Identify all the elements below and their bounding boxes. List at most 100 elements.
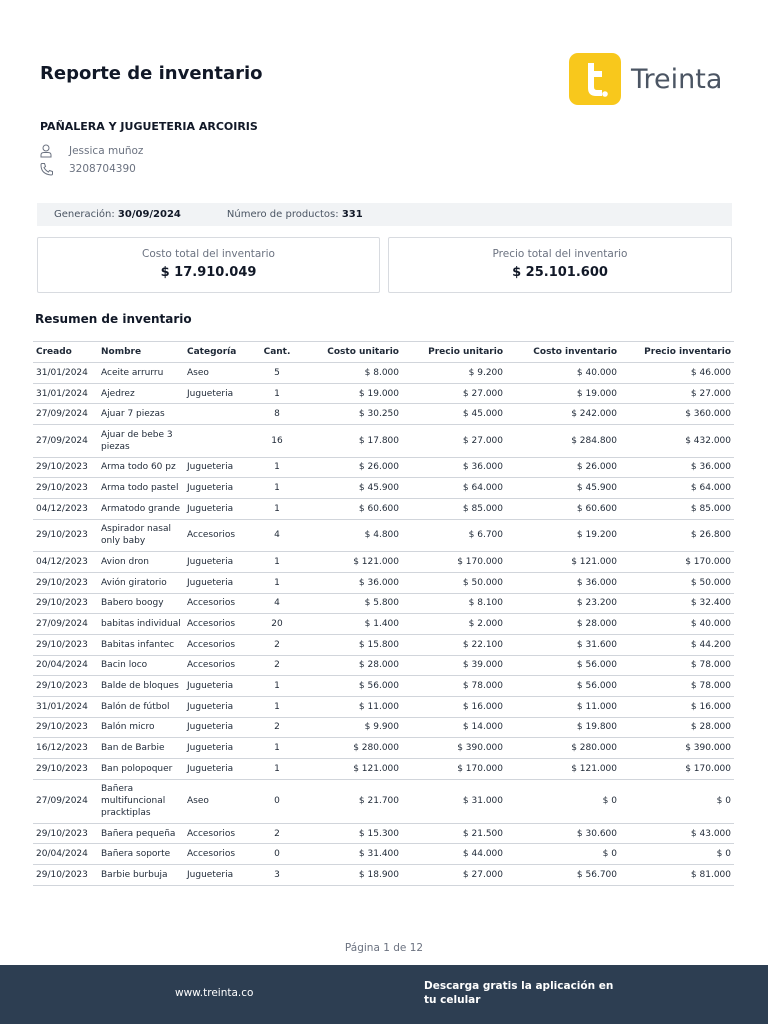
cell-inventory-cost: $ 19.200	[506, 519, 620, 553]
table-row: 04/12/2023 Armatodo grande Jugueteria 1 $ 60…	[33, 498, 734, 520]
cell-quantity: 8	[256, 403, 298, 426]
price-total-value: $ 25.101.600	[512, 265, 608, 280]
cell-quantity: 5	[256, 362, 298, 384]
cell-unit-price: $ 27.000	[402, 383, 506, 405]
cell-unit-price: $ 9.200	[402, 362, 506, 384]
cell-category: Jugueteria	[184, 383, 256, 405]
owner-name: Jessica muñoz	[69, 145, 144, 157]
header-quantity: Cant.	[256, 341, 298, 363]
table-row: 29/10/2023 Avión giratorio Jugueteria 1 $ 36…	[33, 572, 734, 594]
report-title: Reporte de inventario	[40, 63, 263, 84]
cell-inventory-cost: $ 11.000	[506, 696, 620, 718]
cell-inventory-price: $ 170.000	[620, 551, 734, 573]
cell-name: Barbie burbuja	[98, 864, 184, 886]
cell-created: 31/01/2024	[33, 362, 98, 384]
cell-unit-price: $ 2.000	[402, 613, 506, 635]
cell-quantity: 2	[256, 634, 298, 656]
cell-created: 29/10/2023	[33, 634, 98, 656]
cell-category: Accesorios	[184, 655, 256, 677]
cell-category: Jugueteria	[184, 675, 256, 697]
cell-unit-cost: $ 45.900	[298, 477, 402, 499]
cell-quantity: 20	[256, 613, 298, 635]
header-inventory-cost: Costo inventario	[506, 341, 620, 363]
cell-name: Bacin loco	[98, 655, 184, 677]
cell-inventory-cost: $ 31.600	[506, 634, 620, 656]
cell-name: Balde de bloques	[98, 675, 184, 697]
cell-unit-price: $ 36.000	[402, 457, 506, 479]
cell-name: Arma todo pastel	[98, 477, 184, 499]
table-row: 29/10/2023 Babero boogy Accesorios 4 $ 5.800…	[33, 593, 734, 615]
cell-name: Bañera pequeña	[98, 823, 184, 845]
cell-created: 20/04/2024	[33, 843, 98, 866]
header-name: Nombre	[98, 341, 184, 363]
cell-unit-price: $ 14.000	[402, 717, 506, 739]
cell-inventory-cost: $ 60.600	[506, 498, 620, 520]
cell-unit-price: $ 44.000	[402, 843, 506, 866]
table-row: 27/09/2024 Ajuar 7 piezas 8 $ 30.250 $ 45.00…	[33, 403, 734, 426]
logo-text: Treinta	[631, 63, 723, 95]
cell-name: Babitas infantec	[98, 634, 184, 656]
cell-name: Balón micro	[98, 717, 184, 739]
table-row: 31/01/2024 Aceite arrurru Aseo 5 $ 8.000 $ 9.…	[33, 362, 734, 384]
cell-inventory-price: $ 81.000	[620, 864, 734, 886]
price-total-card: Precio total del inventario $ 25.101.600	[388, 237, 732, 293]
table-row: 29/10/2023 Arma todo pastel Jugueteria 1 $ 4…	[33, 477, 734, 499]
cell-category: Jugueteria	[184, 758, 256, 780]
cell-inventory-cost: $ 284.800	[506, 424, 620, 458]
cell-name: Aceite arrurru	[98, 362, 184, 384]
cell-quantity: 1	[256, 383, 298, 405]
cell-quantity: 2	[256, 717, 298, 739]
cell-unit-cost: $ 15.800	[298, 634, 402, 656]
cell-quantity: 1	[256, 572, 298, 594]
table-row: 29/10/2023 Babitas infantec Accesorios 2 $ 1…	[33, 634, 734, 656]
cell-created: 27/09/2024	[33, 424, 98, 458]
cell-name: Avión giratorio	[98, 572, 184, 594]
website-link[interactable]: www.treinta.co	[175, 987, 254, 999]
cell-name: babitas individual	[98, 613, 184, 635]
cell-quantity: 4	[256, 593, 298, 615]
cell-quantity: 3	[256, 864, 298, 886]
cell-category: Jugueteria	[184, 498, 256, 520]
cell-created: 29/10/2023	[33, 593, 98, 615]
header-unit-price: Precio unitario	[402, 341, 506, 363]
cell-quantity: 0	[256, 779, 298, 824]
products-info: Número de productos: 331	[227, 209, 363, 220]
cell-quantity: 0	[256, 843, 298, 866]
cell-inventory-cost: $ 28.000	[506, 613, 620, 635]
store-name: PAÑALERA Y JUGUETERIA ARCOIRIS	[40, 120, 258, 133]
cell-name: Balón de fútbol	[98, 696, 184, 718]
cell-inventory-cost: $ 19.800	[506, 717, 620, 739]
cell-inventory-price: $ 170.000	[620, 758, 734, 780]
cell-category: Accesorios	[184, 843, 256, 866]
inventory-table: Creado Nombre Categoría Cant. Costo unit…	[33, 341, 734, 886]
cell-unit-cost: $ 19.000	[298, 383, 402, 405]
cell-created: 29/10/2023	[33, 477, 98, 499]
cell-inventory-cost: $ 40.000	[506, 362, 620, 384]
cell-quantity: 1	[256, 477, 298, 499]
treinta-logo: Treinta	[569, 53, 722, 105]
cell-quantity: 1	[256, 457, 298, 479]
cell-category	[184, 424, 256, 458]
cell-inventory-price: $ 78.000	[620, 655, 734, 677]
cell-unit-price: $ 27.000	[402, 424, 506, 458]
user-icon	[40, 144, 54, 158]
cell-inventory-cost: $ 0	[506, 843, 620, 866]
cell-name: Ban polopoquer	[98, 758, 184, 780]
cell-unit-price: $ 21.500	[402, 823, 506, 845]
cell-quantity: 1	[256, 758, 298, 780]
cell-inventory-cost: $ 26.000	[506, 457, 620, 479]
treinta-logo-icon	[569, 53, 621, 105]
cell-name: Bañera multifuncional pracktiplas	[98, 779, 184, 824]
cell-inventory-price: $ 16.000	[620, 696, 734, 718]
cell-quantity: 1	[256, 675, 298, 697]
cell-inventory-cost: $ 23.200	[506, 593, 620, 615]
cell-inventory-price: $ 85.000	[620, 498, 734, 520]
cell-unit-cost: $ 9.900	[298, 717, 402, 739]
cell-inventory-cost: $ 56.000	[506, 655, 620, 677]
cell-name: Avion dron	[98, 551, 184, 573]
cell-unit-cost: $ 1.400	[298, 613, 402, 635]
cell-inventory-cost: $ 121.000	[506, 758, 620, 780]
price-total-label: Precio total del inventario	[492, 248, 628, 260]
cell-created: 29/10/2023	[33, 823, 98, 845]
cell-created: 29/10/2023	[33, 457, 98, 479]
